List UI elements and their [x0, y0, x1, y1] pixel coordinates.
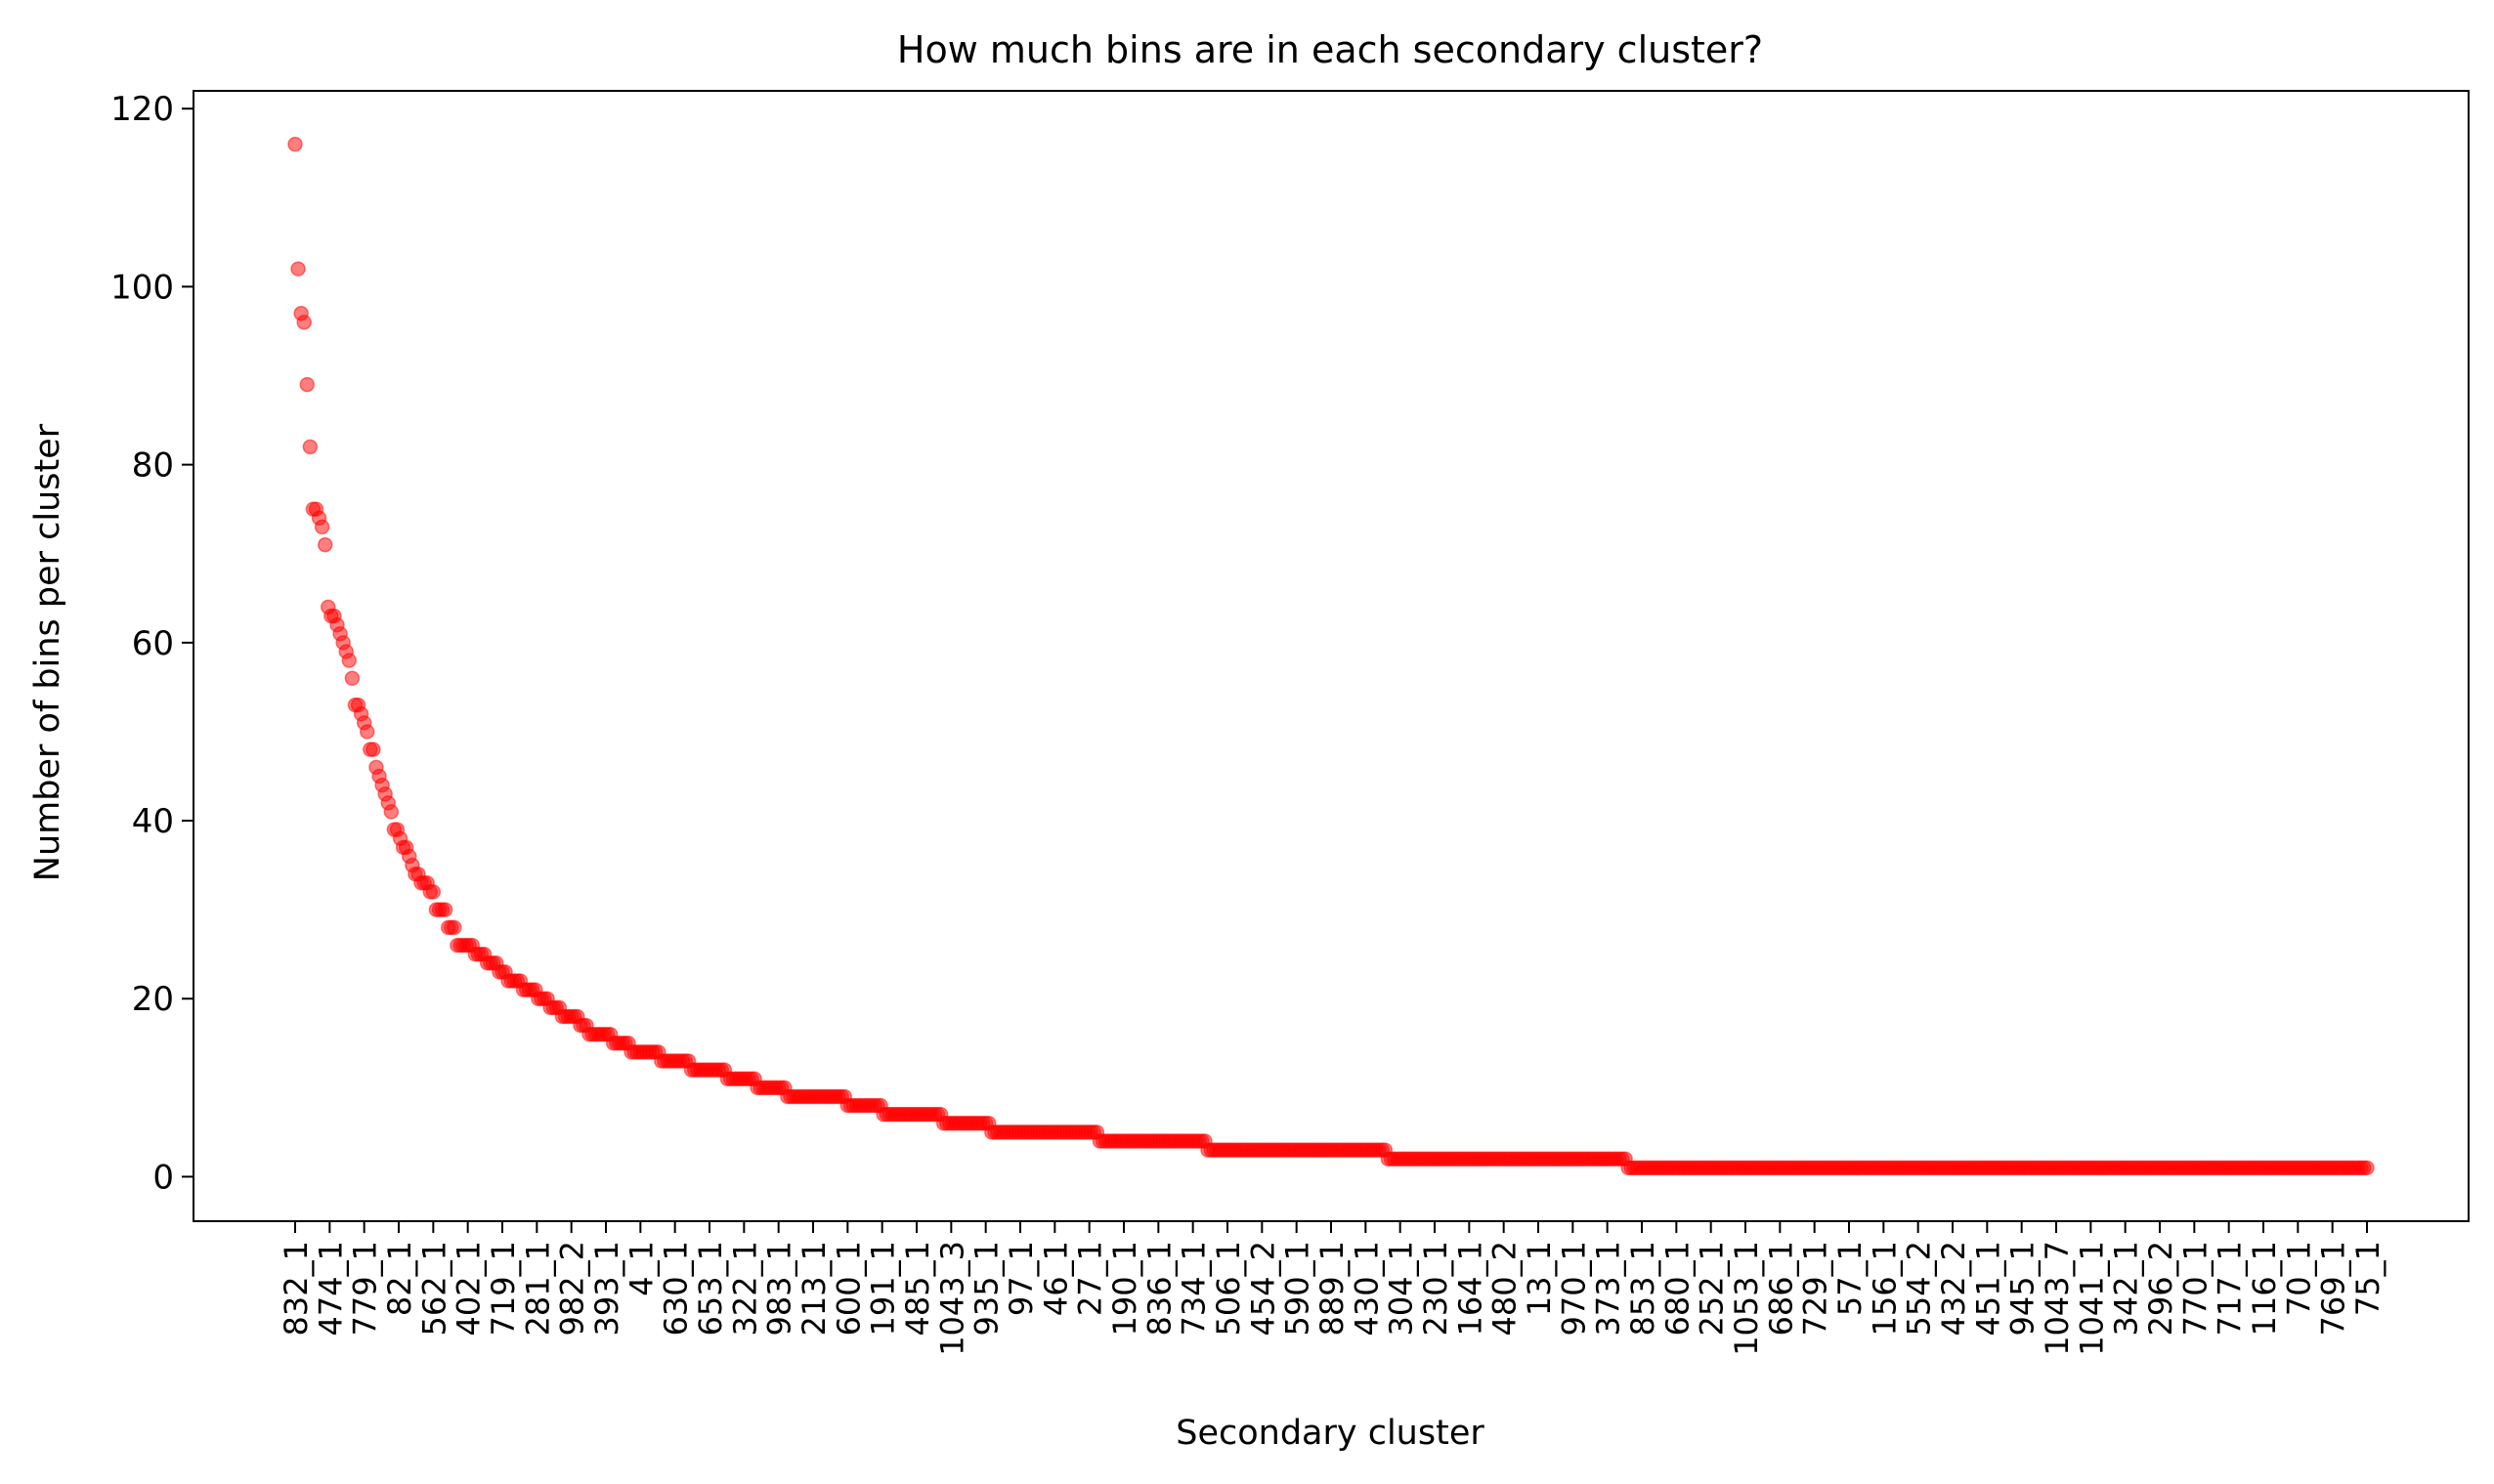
x-tick-label: 230_1	[1417, 1241, 1454, 1336]
data-point	[359, 724, 375, 740]
x-tick-label: 46_1	[1037, 1241, 1074, 1316]
x-axis: 832_1474_1779_182_1562_1402_1719_1281_19…	[278, 1221, 2386, 1356]
data-point	[383, 804, 400, 820]
data-point	[302, 439, 319, 455]
y-axis: 0 20 40 60 80 100 120	[110, 90, 194, 1197]
data-point	[366, 742, 381, 757]
x-tick-label: 430_1	[1348, 1241, 1385, 1336]
x-tick-label: 769_1	[2315, 1241, 2352, 1336]
x-tick-label: 213_1	[796, 1241, 833, 1336]
x-tick-label: 983_1	[761, 1241, 798, 1336]
x-tick-label: 402_1	[451, 1241, 488, 1336]
data-point	[314, 519, 330, 535]
x-tick-label: 342_1	[2108, 1241, 2145, 1336]
x-tick-label: 116_1	[2246, 1241, 2283, 1336]
x-tick-label: 506_1	[1210, 1241, 1247, 1336]
x-tick-label: 889_1	[1313, 1241, 1351, 1336]
chart-title: How much bins are in each secondary clus…	[897, 28, 1763, 71]
data-point	[296, 315, 312, 330]
x-tick-label: 600_1	[830, 1241, 867, 1336]
x-tick-label: 1043_7	[2039, 1241, 2076, 1356]
data-point	[317, 536, 333, 553]
x-tick-label: 770_1	[2176, 1241, 2214, 1336]
x-tick-label: 970_1	[1555, 1241, 1592, 1336]
x-tick-label: 252_1	[1694, 1241, 1731, 1336]
x-axis-label: Secondary cluster	[1176, 1414, 1484, 1453]
x-tick-label: 734_1	[1176, 1241, 1213, 1336]
y-tick-label: 60	[132, 624, 174, 663]
x-tick-label: 717_1	[2212, 1241, 2249, 1336]
data-point	[287, 136, 303, 152]
x-tick-label: 451_1	[1969, 1241, 2006, 1336]
x-tick-label: 554_2	[1901, 1241, 1938, 1336]
x-tick-label: 454_2	[1244, 1241, 1281, 1336]
scatter-points	[287, 136, 2375, 1176]
x-tick-label: 590_1	[1279, 1241, 1316, 1336]
x-tick-label: 75_1	[2349, 1241, 2386, 1316]
x-tick-label: 1041_1	[2073, 1241, 2110, 1356]
x-tick-label: 853_1	[1624, 1241, 1661, 1336]
x-tick-label: 945_1	[2004, 1241, 2042, 1336]
y-tick-label: 80	[132, 446, 174, 486]
x-tick-label: 480_2	[1486, 1241, 1524, 1336]
x-tick-label: 982_2	[554, 1241, 591, 1336]
x-tick-label: 1053_1	[1728, 1241, 1765, 1356]
x-tick-label: 653_1	[692, 1241, 729, 1336]
y-tick-label: 0	[152, 1158, 174, 1197]
y-axis-label: Number of bins per cluster	[28, 423, 67, 881]
x-tick-label: 393_1	[588, 1241, 625, 1336]
x-tick-label: 1043_3	[933, 1241, 970, 1356]
x-tick-label: 779_1	[347, 1241, 384, 1336]
data-point	[2359, 1160, 2375, 1176]
x-tick-label: 27_1	[1072, 1241, 1109, 1316]
x-tick-label: 832_1	[278, 1241, 315, 1336]
y-tick-label: 20	[132, 980, 174, 1019]
x-tick-label: 296_2	[2142, 1241, 2179, 1336]
x-tick-label: 485_1	[899, 1241, 936, 1336]
x-tick-label: 686_1	[1762, 1241, 1799, 1336]
y-tick-label: 120	[110, 90, 174, 129]
x-tick-label: 680_1	[1658, 1241, 1696, 1336]
x-tick-label: 432_2	[1935, 1241, 1972, 1336]
x-tick-label: 630_1	[658, 1241, 695, 1336]
x-tick-label: 562_1	[415, 1241, 452, 1336]
x-tick-label: 82_1	[381, 1241, 418, 1316]
x-tick-label: 156_1	[1866, 1241, 1903, 1336]
x-tick-label: 70_1	[2280, 1241, 2317, 1316]
x-tick-label: 4_1	[623, 1241, 660, 1296]
plot-area-frame	[193, 90, 2470, 1222]
x-tick-label: 836_1	[1140, 1241, 1178, 1336]
x-tick-label: 935_1	[968, 1241, 1006, 1336]
x-tick-label: 191_1	[865, 1241, 902, 1336]
x-tick-label: 729_1	[1797, 1241, 1834, 1336]
x-tick-label: 474_1	[312, 1241, 349, 1336]
x-tick-label: 164_1	[1451, 1241, 1488, 1336]
x-tick-label: 13_1	[1521, 1241, 1558, 1316]
data-point	[447, 919, 462, 936]
data-point	[290, 261, 306, 276]
data-point	[425, 884, 442, 900]
x-tick-label: 190_1	[1106, 1241, 1143, 1336]
y-tick-label: 100	[110, 268, 174, 307]
x-tick-label: 719_1	[485, 1241, 522, 1336]
x-tick-label: 322_1	[726, 1241, 763, 1336]
data-point	[341, 653, 358, 668]
data-point	[437, 902, 453, 917]
x-tick-label: 304_1	[1383, 1241, 1420, 1336]
x-tick-label: 57_1	[1831, 1241, 1869, 1316]
x-tick-label: 97_1	[1003, 1241, 1040, 1316]
y-tick-label: 40	[132, 802, 174, 841]
data-point	[299, 376, 316, 393]
x-tick-label: 373_1	[1590, 1241, 1627, 1336]
x-tick-label: 281_1	[519, 1241, 556, 1336]
data-point	[344, 670, 361, 687]
